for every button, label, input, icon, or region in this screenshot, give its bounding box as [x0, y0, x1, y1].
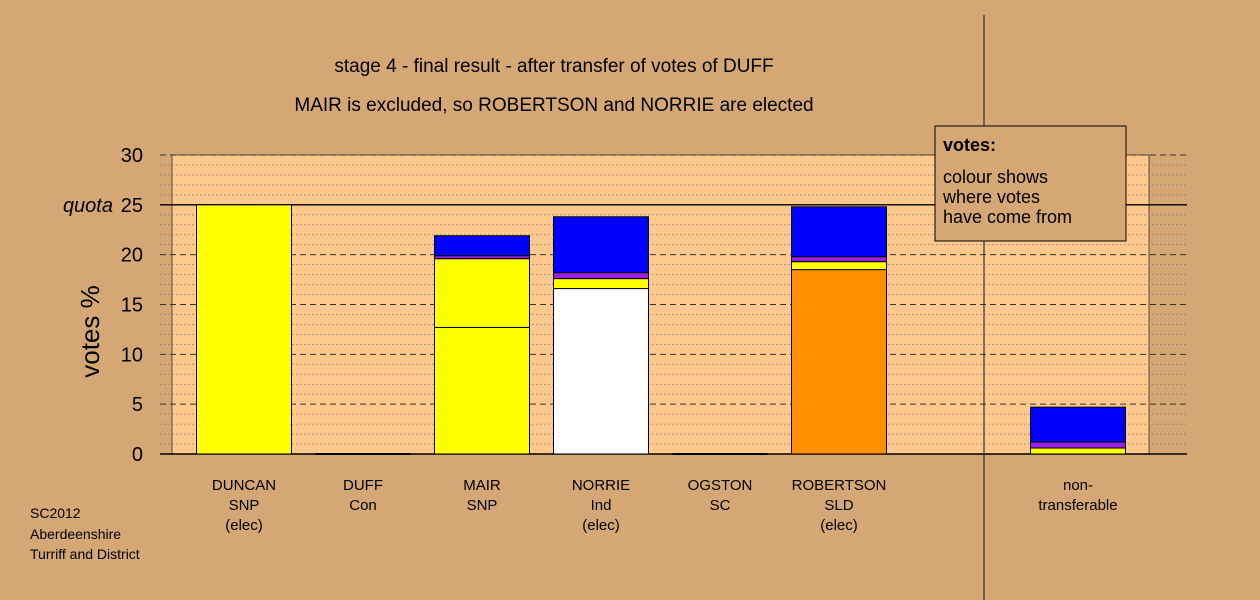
x-tick-label: Ind — [591, 497, 612, 514]
y-tick-label: 20 — [121, 245, 143, 267]
footer-source: SC2012 — [30, 505, 81, 521]
x-tick-label: non- — [1063, 477, 1093, 494]
chart-subtitle: MAIR is excluded, so ROBERTSON and NORRI… — [294, 95, 813, 116]
x-tick-label: NORRIE — [572, 477, 630, 494]
x-tick-label: OGSTON — [688, 477, 753, 494]
y-axis-label: votes % — [75, 285, 105, 378]
bar-segment — [553, 216, 649, 274]
bar-segment — [791, 256, 887, 263]
x-tick-label: (elec) — [225, 517, 263, 534]
x-tick-label: MAIR — [463, 477, 501, 494]
legend-box — [934, 125, 1127, 242]
x-tick-label: (elec) — [820, 517, 858, 534]
y-tick-label: 10 — [121, 344, 143, 366]
y-tick-label: 5 — [132, 394, 143, 416]
legend-text: where votes — [942, 187, 1040, 207]
x-tick-label: SLD — [824, 497, 853, 514]
x-tick-label: SC — [710, 497, 731, 514]
x-tick-label: ROBERTSON — [792, 477, 887, 494]
legend-text: have come from — [943, 207, 1072, 227]
bar-segment — [791, 261, 887, 271]
y-tick-label: 30 — [121, 145, 143, 167]
footer-ward: Turriff and District — [30, 546, 140, 562]
x-tick-label: Con — [349, 497, 377, 514]
chart-title: stage 4 - final result - after transfer … — [334, 56, 773, 77]
x-tick-label: DUFF — [343, 477, 383, 494]
bar-segment — [1030, 447, 1126, 455]
quota-label: quota — [63, 195, 113, 217]
bar-segment — [791, 269, 887, 455]
x-tick-label: (elec) — [582, 517, 620, 534]
y-tick-label: 25 — [121, 195, 143, 217]
bar-segment — [791, 206, 887, 258]
bar-segment — [434, 235, 530, 257]
bar-segment — [434, 258, 530, 328]
bar-segment — [1030, 406, 1126, 443]
footer-council: Aberdeenshire — [30, 526, 122, 542]
x-tick-label: SNP — [467, 497, 498, 514]
legend-heading: votes: — [943, 135, 996, 155]
bar-segment — [553, 278, 649, 290]
x-tick-label: transferable — [1038, 497, 1117, 514]
y-tick-label: 0 — [132, 444, 143, 466]
x-tick-label: SNP — [229, 497, 260, 514]
bar-segment — [553, 272, 649, 280]
legend-text: colour shows — [943, 167, 1048, 187]
bar-segment — [434, 326, 530, 455]
bar-segment — [196, 204, 292, 455]
y-tick-label: 15 — [121, 295, 143, 317]
x-tick-label: DUNCAN — [212, 477, 276, 494]
bar-segment — [553, 288, 649, 455]
bar-segment — [1030, 441, 1126, 449]
